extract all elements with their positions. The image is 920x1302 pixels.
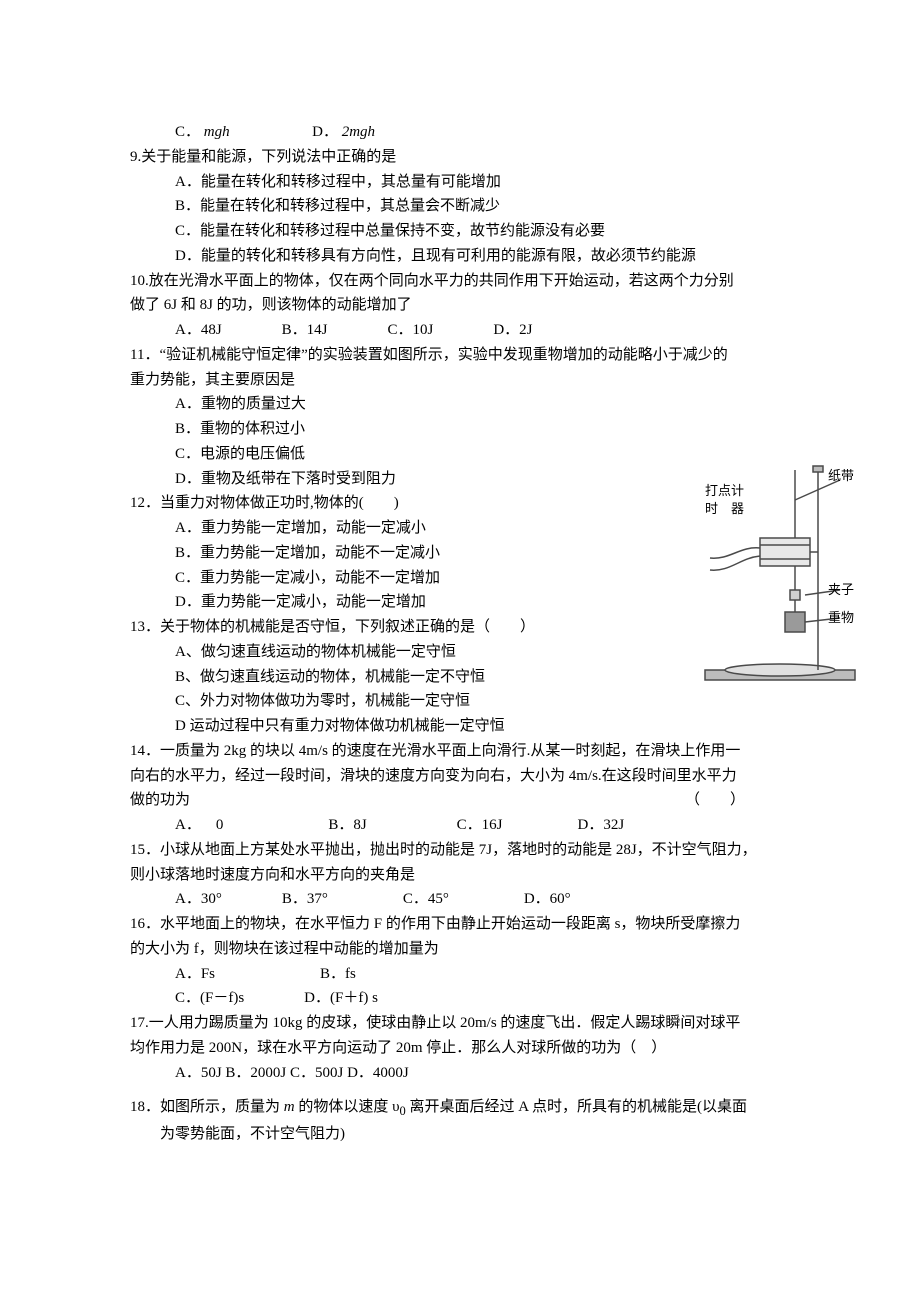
q17-options: A．50J B．2000J C．500J D．4000J xyxy=(130,1061,810,1086)
q17-stem-line1: 17.一人用力踢质量为 10kg 的皮球，使球由静止以 20m/s 的速度飞出．… xyxy=(130,1011,810,1036)
q11-stem-line1: 11．“验证机械能守恒定律”的实验装置如图所示，实验中发现重物增加的动能略小于减… xyxy=(130,343,810,368)
q14-stem-line2: 向右的水平力，经过一段时间，滑块的速度方向变为向右，大小为 4m/s.在这段时间… xyxy=(130,764,810,789)
option-d-formula: 2mgh xyxy=(342,124,375,140)
figure-label-tape: 纸带 xyxy=(828,468,854,483)
q14-options: A． 0 B．8J C．16J D．32J xyxy=(130,813,810,838)
option-c-label: C． xyxy=(175,124,200,140)
q9-option-c: C．能量在转化和转移过程中总量保持不变，故节约能源没有必要 xyxy=(130,219,810,244)
q16-stem-line1: 16．水平地面上的物块，在水平恒力 F 的作用下由静止开始运动一段距离 s，物块… xyxy=(130,912,810,937)
q16-options-line2: C．(F－f)s D．(F＋f) s xyxy=(130,986,810,1011)
q13-option-c: C、外力对物体做功为零时，机械能一定守恒 xyxy=(130,689,810,714)
figure-label-clip: 夹子 xyxy=(828,582,854,597)
q15-stem-line2: 则小球落地时速度方向和水平方向的夹角是 xyxy=(130,863,810,888)
q17-stem-line2: 均作用力是 200N，球在水平方向运动了 20m 停止．那么人对球所做的功为（ … xyxy=(130,1036,810,1061)
q18-post: 离开桌面后经过 A 点时，所具有的机械能是(以桌面 xyxy=(406,1099,747,1115)
q10-options: A．48J B．14J C．10J D．2J xyxy=(130,318,810,343)
document-page: C． mgh D． 2mgh 9.关于能量和能源，下列说法中正确的是 A．能量在… xyxy=(0,0,920,1302)
apparatus-diagram-icon: 打点计 时 器 纸带 夹子 重物 xyxy=(700,460,860,690)
q15-stem-line1: 15．小球从地面上方某处水平抛出，抛出时的动能是 7J，落地时的动能是 28J，… xyxy=(130,838,810,863)
figure-label-timer1: 打点计 xyxy=(705,483,744,498)
q18-var-m: m xyxy=(284,1099,295,1115)
q16-options-line1: A．Fs B．fs xyxy=(130,962,810,987)
option-c-formula: mgh xyxy=(204,124,230,140)
q11-stem-line2: 重力势能，其主要原因是 xyxy=(130,368,810,393)
figure-label-timer2: 时 器 xyxy=(705,501,744,516)
q14-stem-line1: 14．一质量为 2kg 的块以 4m/s 的速度在光滑水平面上向滑行.从某一时刻… xyxy=(130,739,810,764)
q18-stem-line2: 为零势能面，不计空气阻力) xyxy=(130,1122,810,1147)
q18-stem-line1: 18．如图所示，质量为 m 的物体以速度 υ0 离开桌面后经过 A 点时，所具有… xyxy=(130,1095,810,1122)
q14-stem-line3: 做的功为 （ ） xyxy=(130,788,810,813)
q9-option-d: D．能量的转化和转移具有方向性，且现有可利用的能源有限，故必须节约能源 xyxy=(130,244,810,269)
q8-options-cd: C． mgh D． 2mgh xyxy=(130,120,810,145)
q13-option-d: D 运动过程中只有重力对物体做功机械能一定守恒 xyxy=(130,714,810,739)
q9-option-b: B．能量在转化和转移过程中，其总量会不断减少 xyxy=(130,194,810,219)
q10-stem-line2: 做了 6J 和 8J 的功，则该物体的动能增加了 xyxy=(130,293,810,318)
q11-option-b: B．重物的体积过小 xyxy=(130,417,810,442)
q9-option-a: A．能量在转化和转移过程中，其总量有可能增加 xyxy=(130,170,810,195)
q15-options: A．30° B．37° C．45° D．60° xyxy=(130,887,810,912)
figure-label-weight: 重物 xyxy=(828,610,854,625)
option-d-label: D． xyxy=(312,124,338,140)
q11-figure: 打点计 时 器 纸带 夹子 重物 xyxy=(700,460,860,690)
q16-stem-line2: 的大小为 f，则物块在该过程中动能的增加量为 xyxy=(130,937,810,962)
q10-stem-line1: 10.放在光滑水平面上的物体，仅在两个同向水平力的共同作用下开始运动，若这两个力… xyxy=(130,269,810,294)
q11-option-a: A．重物的质量过大 xyxy=(130,392,810,417)
q18-mid: 的物体以速度 υ xyxy=(295,1099,400,1115)
q9-stem: 9.关于能量和能源，下列说法中正确的是 xyxy=(130,145,810,170)
q18-pre: 18．如图所示，质量为 xyxy=(130,1099,284,1115)
